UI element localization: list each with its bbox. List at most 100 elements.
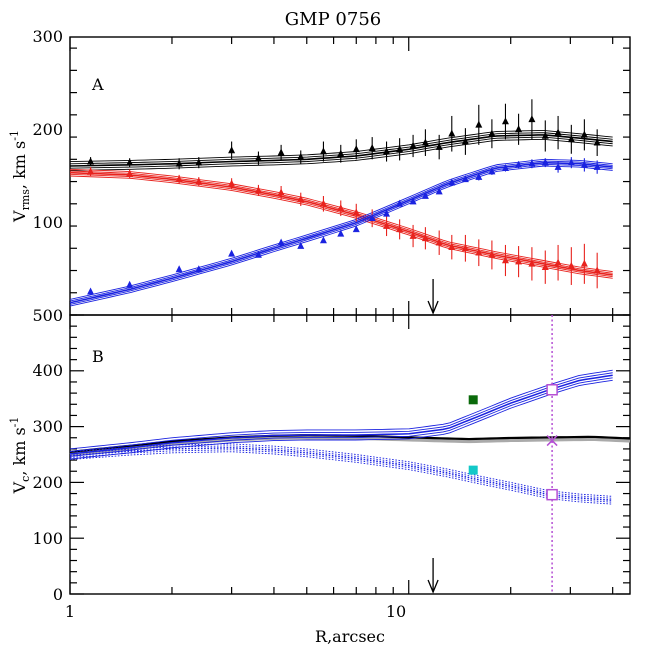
- panel-a-point-red: [435, 238, 443, 246]
- panel-b-curve-blue-dotted: [69, 451, 613, 505]
- panel-a-model-black: [69, 134, 613, 167]
- panel-a-ytick-500: 500: [32, 306, 63, 325]
- panel-a-point-red: [228, 179, 236, 187]
- panel-b-curve-blue-dotted: [69, 447, 613, 502]
- panel-a-ticks: [69, 37, 630, 316]
- panel-b-arrow: [427, 558, 439, 594]
- panel-a-point-black: [567, 135, 575, 143]
- panel-b-ytick-100: 100: [32, 529, 63, 548]
- panel-a-point-black: [528, 115, 536, 123]
- panel-a-point-black: [515, 125, 523, 133]
- panel-b-markers: [468, 384, 558, 501]
- panel-a-point-black: [277, 148, 285, 156]
- panel-a-point-black: [337, 149, 345, 157]
- panel-a-point-red: [528, 259, 536, 267]
- panel-a-ylabel-main: V: [10, 210, 29, 223]
- panel-b-frame: [69, 314, 631, 595]
- panel-b-curve-blue-solid: [69, 372, 613, 452]
- panel-a-point-black: [554, 128, 562, 136]
- panel-a-point-blue: [175, 265, 183, 273]
- panel-a-point-black: [195, 158, 203, 166]
- panel-b-ytick-0: 0: [53, 585, 63, 604]
- panel-a-model-red: [69, 168, 613, 273]
- panel-a-point-blue: [567, 158, 575, 166]
- panel-a-point-black: [448, 129, 456, 137]
- panel-a-point-black: [488, 129, 496, 137]
- panel-b: B 400 300 200 100 0 Vc, km s-1: [8, 314, 631, 604]
- panel-a-point-black: [254, 154, 262, 162]
- panel-a-ylabel-exp: -1: [8, 130, 21, 141]
- panel-b-curve-blue-solid: [69, 377, 613, 457]
- panel-a-point-blue: [528, 159, 536, 167]
- panel-a-point-red: [501, 256, 509, 264]
- panel-b-ticks: [69, 314, 630, 595]
- panel-a-model-blue: [69, 160, 613, 302]
- panel-b-marker-cross: [546, 435, 558, 447]
- panel-b-curve-gray-solid: [69, 436, 631, 456]
- panel-a-point-red: [175, 175, 183, 183]
- panel-a-point-blue: [319, 236, 327, 244]
- panel-a-point-red: [475, 248, 483, 256]
- panel-a-model-blue: [69, 163, 613, 305]
- panel-a-model-black: [69, 138, 613, 171]
- panel-a-model-blue: [69, 158, 613, 300]
- panel-a-ylabel-unit: , km s: [10, 141, 29, 189]
- panel-b-marker-cyan-square: [468, 465, 478, 475]
- panel-a-label: A: [91, 75, 104, 94]
- panel-a-point-red: [254, 186, 262, 194]
- panel-a-point-black: [396, 145, 404, 153]
- panel-a-point-blue: [396, 199, 404, 207]
- panel-b-ytick-200: 200: [32, 473, 63, 492]
- panel-a-point-blue: [277, 238, 285, 246]
- panel-a-point-black: [501, 117, 509, 125]
- panel-a-point-black: [319, 147, 327, 155]
- panel-a-point-blue: [383, 209, 391, 217]
- panel-a-point-red: [580, 259, 588, 267]
- panel-b-ytick-400: 400: [32, 361, 63, 380]
- panel-b-curve-blue-dotted: [69, 449, 613, 503]
- panel-a-point-blue: [337, 229, 345, 237]
- panel-a-point-blue: [297, 241, 305, 249]
- panel-a-model-blue: [69, 165, 613, 307]
- panel-a-point-black: [421, 138, 429, 146]
- panel-b-marker-open-square: [546, 488, 558, 501]
- panel-b-curve-blue-solid: [69, 369, 613, 450]
- panel-a-point-blue: [593, 162, 601, 170]
- xtick-10: 10: [386, 602, 406, 621]
- panel-a-arrow: [427, 279, 439, 315]
- panel-a-point-red: [567, 261, 575, 269]
- panel-a-ylabel-text: Vrms, km s-1: [8, 130, 32, 223]
- panel-a-ytick-300: 300: [32, 27, 63, 46]
- panel-a-point-red: [126, 169, 134, 177]
- panel-a: A 300 200 100 500 Vrms, km s-1: [8, 27, 631, 325]
- panel-a-point-black: [541, 131, 549, 139]
- panel-a-point-blue: [515, 160, 523, 168]
- panel-a-ylabel-sub: rms: [19, 189, 32, 211]
- panel-b-ylabel-unit: , km s: [10, 427, 29, 475]
- panel-a-point-blue: [541, 158, 549, 166]
- panel-a-point-black: [435, 142, 443, 150]
- panel-b-ylabel-exp: -1: [8, 417, 21, 428]
- panel-a-point-blue: [368, 214, 376, 222]
- panel-a-point-black: [126, 158, 134, 166]
- panel-b-curve-blue-dotted: [69, 443, 613, 497]
- panel-a-point-blue: [488, 167, 496, 175]
- panel-a-point-red: [319, 199, 327, 207]
- panel-a-point-blue: [501, 164, 509, 172]
- panel-a-model-blue: [69, 161, 613, 304]
- panel-a-point-red: [461, 244, 469, 252]
- panel-a-data-points: [87, 99, 601, 295]
- panel-a-point-blue: [435, 187, 443, 195]
- panel-a-point-red: [448, 242, 456, 250]
- panel-b-ylabel-text: Vc, km s-1: [8, 417, 32, 495]
- panel-a-point-black: [175, 159, 183, 167]
- panel-a-point-blue: [461, 175, 469, 183]
- panel-a-point-blue: [475, 172, 483, 180]
- panel-b-ylabel: Vc, km s-1: [8, 417, 32, 495]
- panel-a-model-red: [69, 175, 613, 279]
- panel-a-point-red: [421, 234, 429, 242]
- panel-a-point-red: [541, 263, 549, 270]
- panel-a-point-black: [409, 141, 417, 149]
- panel-a-point-blue: [580, 160, 588, 168]
